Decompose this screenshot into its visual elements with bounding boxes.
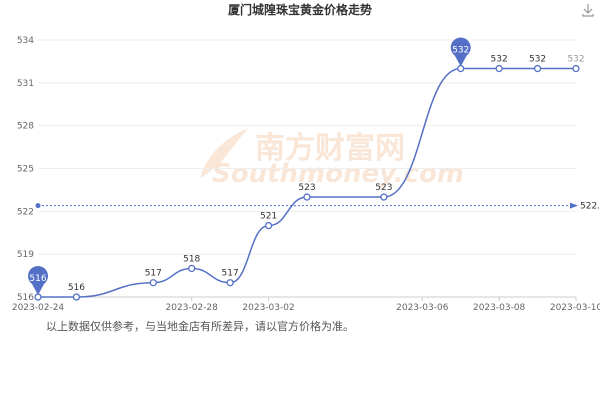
watermark-swoosh (200, 128, 248, 178)
max-pin-label: 532 (452, 46, 469, 56)
watermark: 南方财富网 Southmoney.com (200, 128, 464, 189)
x-axis: 2023-02-24 2023-02-28 2023-03-02 2023-03-06… (12, 297, 600, 313)
y-tick-label: 531 (17, 79, 34, 89)
data-point[interactable] (226, 279, 234, 287)
data-label: 532 (491, 55, 508, 65)
data-point[interactable] (380, 193, 388, 201)
x-tick-label: 2023-02-24 (12, 303, 65, 313)
x-tick-label: 2023-03-02 (242, 303, 294, 313)
y-tick-label: 519 (17, 250, 34, 260)
download-icon (582, 4, 594, 17)
data-label: 517 (145, 269, 162, 279)
data-point[interactable] (72, 293, 81, 301)
data-point[interactable] (188, 264, 196, 273)
data-point[interactable] (533, 64, 542, 73)
max-pin-shape (450, 37, 471, 67)
x-tick-label: 2023-03-10 (550, 303, 600, 313)
data-label: 532 (529, 55, 546, 65)
average-label: 522.4 (580, 202, 600, 212)
y-tick-label: 534 (17, 36, 34, 46)
download-button[interactable] (582, 4, 594, 17)
x-tick-label: 2023-03-06 (396, 303, 449, 313)
max-pin: 532 (450, 37, 471, 67)
data-point[interactable] (303, 193, 311, 201)
y-tick-label: 525 (17, 165, 34, 175)
min-pin-shape (28, 266, 49, 295)
y-tick-label: 522 (17, 207, 34, 217)
x-tick-label: 2023-02-28 (166, 303, 219, 313)
x-tick-label: 2023-03-08 (473, 303, 526, 313)
data-label: 521 (260, 212, 277, 222)
data-label: 532 (567, 55, 584, 65)
watermark-en: Southmoney.com (212, 159, 464, 189)
footnote: 以上数据仅供参考，与当地金店有所差异，请以官方价格为准。 (46, 320, 354, 333)
min-pin-label: 516 (29, 274, 46, 284)
average-line: 522.4 (35, 202, 600, 212)
price-series: 516 517 518 517 521 523 523 532 532 532 (34, 55, 585, 301)
data-label: 518 (183, 254, 200, 264)
data-point[interactable] (149, 279, 157, 287)
data-label: 517 (222, 269, 239, 279)
data-label: 523 (298, 183, 315, 193)
pins: 532 516 (28, 37, 471, 295)
min-pin: 516 (28, 266, 49, 295)
y-tick-label: 528 (17, 122, 34, 132)
y-axis: 516 519 522 525 528 531 534 (17, 36, 34, 303)
data-point[interactable] (264, 221, 273, 230)
y-tick-label: 516 (17, 293, 34, 303)
average-arrow (570, 202, 578, 209)
data-label: 523 (375, 183, 392, 193)
watermark-cn: 南方财富网 (255, 131, 405, 166)
data-point[interactable] (495, 64, 503, 73)
data-label: 516 (68, 283, 85, 293)
data-point[interactable] (572, 64, 580, 73)
grid-lines (38, 39, 576, 298)
chart-title: 厦门城隍珠宝黄金价格走势 (228, 2, 372, 17)
